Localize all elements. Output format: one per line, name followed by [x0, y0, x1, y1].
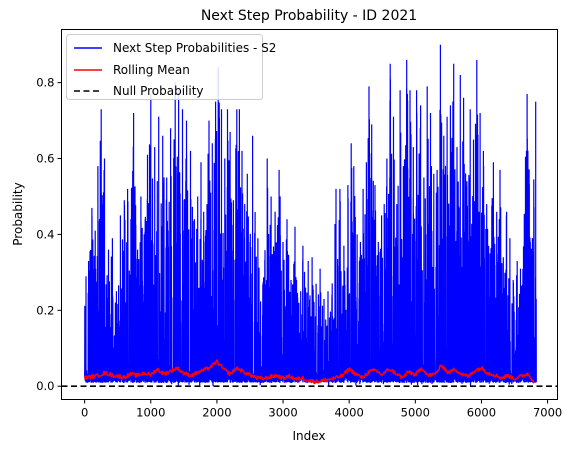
x-tick-label: 7000: [533, 406, 562, 420]
chart-title: Next Step Probability - ID 2021: [201, 8, 417, 24]
legend-label-probabilities: Next Step Probabilities - S2: [113, 41, 276, 55]
x-tick-label: 3000: [268, 406, 297, 420]
y-tick-label: 0.2: [36, 303, 54, 317]
y-tick-label: 0.8: [36, 76, 54, 90]
x-tick-label: 5000: [401, 406, 430, 420]
y-tick-label: 0.0: [36, 379, 54, 393]
y-axis-label: Probability: [11, 182, 25, 245]
y-axis: 0.0 0.2 0.4 0.6 0.8: [36, 76, 62, 393]
rolling-mean-line: [83, 359, 536, 385]
y-tick-label: 0.4: [36, 227, 54, 241]
x-tick-label: 1000: [136, 406, 165, 420]
plot-frame: [61, 29, 558, 400]
legend-label-rolling-mean: Rolling Mean: [113, 63, 190, 77]
legend-box: [66, 34, 263, 100]
plot-area: [61, 44, 558, 388]
x-axis-label: Index: [292, 429, 325, 443]
series-next-step-probabilities: [84, 44, 537, 387]
probabilities-line: [84, 44, 537, 387]
y-tick-label: 0.6: [36, 152, 54, 166]
legend-label-null: Null Probability: [113, 84, 204, 98]
x-axis: 0 1000 2000 3000 4000 5000 6000 7000: [81, 399, 562, 420]
x-tick-label: 0: [81, 406, 88, 420]
x-tick-label: 6000: [467, 406, 496, 420]
x-tick-label: 2000: [202, 406, 231, 420]
legend: Next Step Probabilities - S2 Rolling Mea…: [66, 34, 276, 100]
series-rolling-mean: [83, 359, 536, 385]
x-tick-label: 4000: [335, 406, 364, 420]
